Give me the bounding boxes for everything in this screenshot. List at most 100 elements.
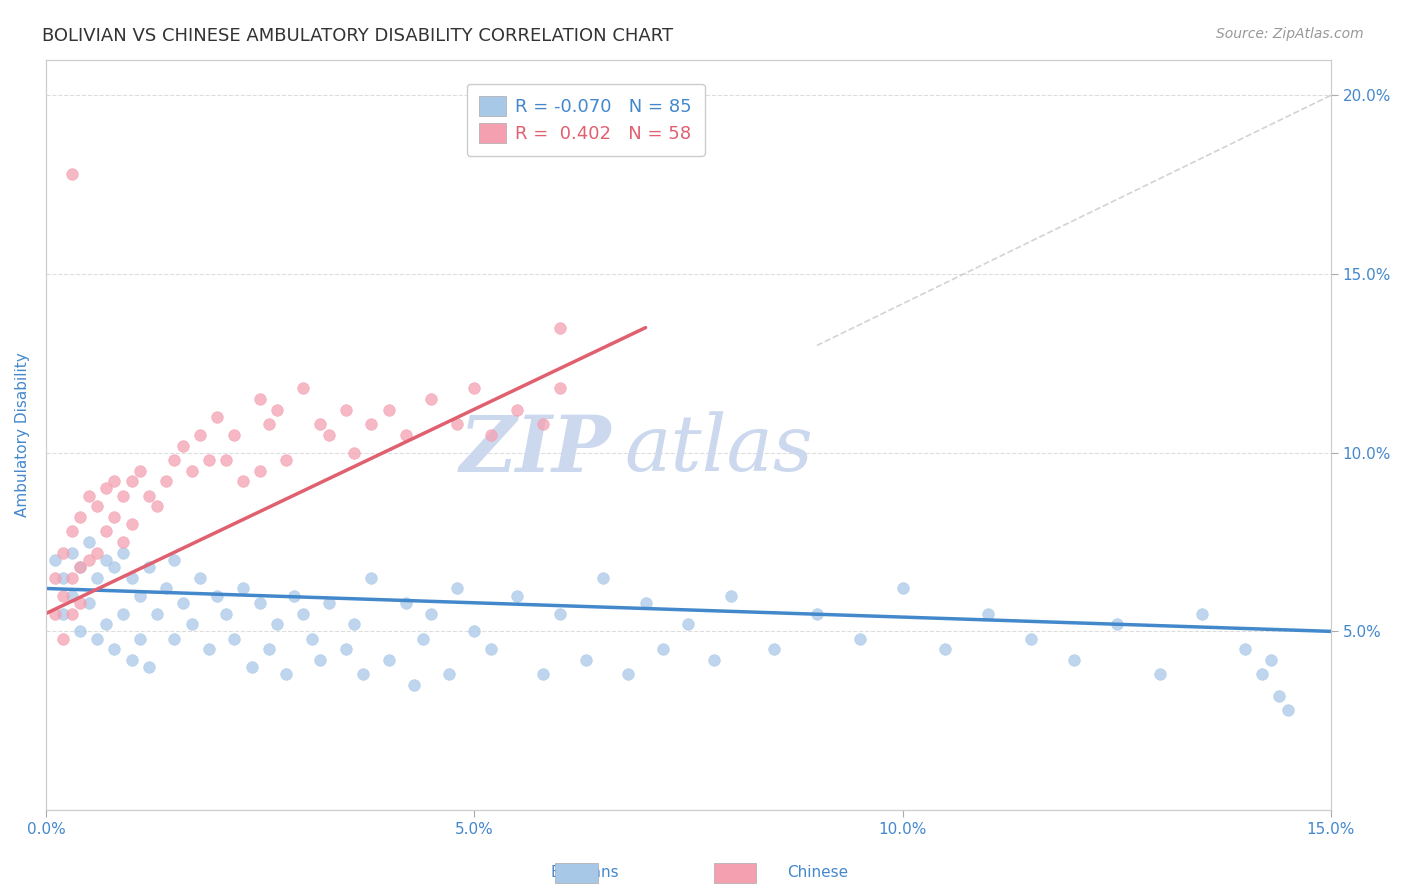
- Point: [121, 571, 143, 585]
- Text: atlas: atlas: [624, 412, 813, 488]
- Point: [138, 660, 160, 674]
- Legend: R = -0.070   N = 85, R =  0.402   N = 58: R = -0.070 N = 85, R = 0.402 N = 58: [467, 84, 704, 156]
- Point: [395, 596, 418, 610]
- Point: [343, 617, 366, 632]
- Point: [634, 596, 657, 610]
- Point: [1019, 632, 1042, 646]
- Point: [318, 596, 340, 610]
- Point: [232, 475, 254, 489]
- Point: [463, 381, 485, 395]
- Point: [506, 589, 529, 603]
- Point: [651, 642, 673, 657]
- Point: [283, 589, 305, 603]
- Point: [232, 582, 254, 596]
- Point: [86, 546, 108, 560]
- Point: [763, 642, 786, 657]
- Point: [52, 571, 75, 585]
- Point: [1268, 689, 1291, 703]
- Point: [977, 607, 1000, 621]
- Point: [112, 546, 135, 560]
- Point: [44, 553, 66, 567]
- Point: [592, 571, 614, 585]
- Point: [77, 535, 100, 549]
- Point: [86, 500, 108, 514]
- Point: [301, 632, 323, 646]
- Text: Bolivians: Bolivians: [550, 865, 619, 880]
- Point: [86, 632, 108, 646]
- Point: [806, 607, 828, 621]
- Point: [1063, 653, 1085, 667]
- Point: [103, 560, 125, 574]
- Point: [215, 607, 238, 621]
- Y-axis label: Ambulatory Disability: Ambulatory Disability: [15, 352, 30, 517]
- Point: [52, 589, 75, 603]
- Point: [291, 607, 314, 621]
- Point: [1251, 667, 1274, 681]
- Point: [103, 642, 125, 657]
- Point: [207, 589, 229, 603]
- Point: [309, 653, 332, 667]
- Point: [69, 624, 91, 639]
- Point: [163, 632, 186, 646]
- Point: [188, 427, 211, 442]
- Point: [163, 553, 186, 567]
- Point: [52, 632, 75, 646]
- Point: [678, 617, 700, 632]
- Point: [309, 417, 332, 431]
- Text: Source: ZipAtlas.com: Source: ZipAtlas.com: [1216, 27, 1364, 41]
- Point: [446, 582, 468, 596]
- Point: [395, 427, 418, 442]
- Point: [69, 510, 91, 524]
- Point: [548, 381, 571, 395]
- Point: [343, 446, 366, 460]
- Point: [103, 475, 125, 489]
- Point: [94, 524, 117, 539]
- Point: [1191, 607, 1213, 621]
- Point: [44, 607, 66, 621]
- Point: [617, 667, 640, 681]
- Text: BOLIVIAN VS CHINESE AMBULATORY DISABILITY CORRELATION CHART: BOLIVIAN VS CHINESE AMBULATORY DISABILIT…: [42, 27, 673, 45]
- Point: [86, 571, 108, 585]
- Point: [94, 482, 117, 496]
- Point: [377, 653, 399, 667]
- Point: [720, 589, 742, 603]
- Point: [360, 571, 382, 585]
- Point: [77, 596, 100, 610]
- Point: [69, 560, 91, 574]
- Point: [77, 553, 100, 567]
- Point: [548, 607, 571, 621]
- Point: [420, 607, 443, 621]
- Point: [94, 553, 117, 567]
- Point: [69, 560, 91, 574]
- Point: [575, 653, 598, 667]
- Point: [60, 167, 83, 181]
- Point: [138, 560, 160, 574]
- Point: [446, 417, 468, 431]
- Point: [121, 517, 143, 532]
- Point: [69, 596, 91, 610]
- Point: [506, 402, 529, 417]
- Point: [274, 667, 297, 681]
- Point: [437, 667, 460, 681]
- Point: [318, 427, 340, 442]
- Point: [1105, 617, 1128, 632]
- Point: [352, 667, 374, 681]
- Point: [266, 402, 288, 417]
- Point: [1234, 642, 1257, 657]
- Point: [60, 607, 83, 621]
- Point: [180, 464, 202, 478]
- Point: [94, 617, 117, 632]
- Point: [188, 571, 211, 585]
- Text: ZIP: ZIP: [460, 411, 612, 488]
- Point: [412, 632, 434, 646]
- Point: [335, 402, 357, 417]
- Point: [197, 642, 219, 657]
- Point: [155, 475, 177, 489]
- Point: [197, 453, 219, 467]
- Point: [404, 678, 426, 692]
- Point: [249, 392, 271, 406]
- Point: [60, 546, 83, 560]
- Point: [129, 632, 152, 646]
- Point: [112, 607, 135, 621]
- Point: [703, 653, 725, 667]
